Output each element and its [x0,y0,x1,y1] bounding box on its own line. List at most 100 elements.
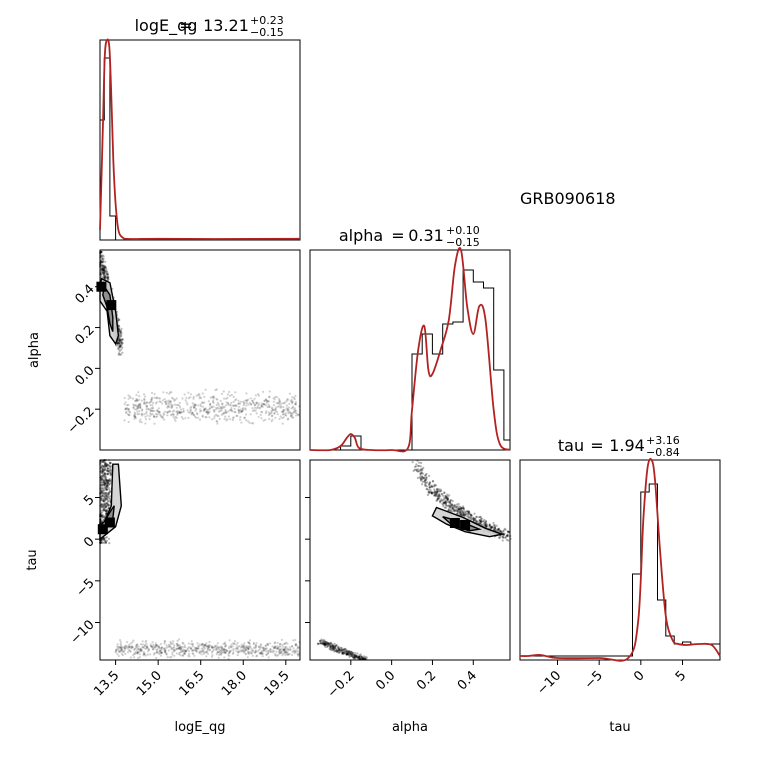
scatter-point [278,399,281,402]
scatter-point [228,404,231,407]
scatter-point [206,649,209,652]
scatter-point [201,401,204,404]
scatter-point [103,266,106,269]
scatter-point [183,393,186,396]
scatter-point [276,645,279,648]
scatter-point [278,417,281,421]
scatter-point [416,464,420,467]
scatter-points [316,459,512,661]
scatter-point [146,404,149,407]
scatter-point [206,408,209,412]
scatter-point [257,402,260,405]
scatter-point [100,264,104,267]
scatter-point [175,406,178,409]
scatter-point [138,650,141,653]
scatter-point [158,411,161,414]
scatter-point [103,269,106,272]
scatter-point [125,410,128,413]
scatter-point [267,403,270,406]
scatter-point [261,652,264,656]
scatter-point [117,654,120,658]
scatter-point [101,478,104,481]
scatter-point [174,419,177,422]
scatter-point [204,407,207,410]
scatter-point [105,494,108,497]
scatter-tau-vs-logE-qg: −10−505 13.5 15.0 16.5 18.0 19.5 tau logE_qg [25,458,301,735]
scatter-point [134,404,137,407]
scatter-point [221,407,224,410]
scatter-point [103,465,106,468]
scatter-point [225,649,228,652]
scatter-point [104,509,107,512]
scatter-point [103,274,106,277]
scatter-point [103,469,106,472]
scatter-point [212,401,215,404]
scatter-point [223,651,226,654]
scatter-point [437,497,440,500]
scatter-point [278,650,281,653]
scatter-point [178,411,181,414]
scatter-point [101,254,104,257]
scatter-point [155,409,158,412]
scatter-point [244,648,248,651]
scatter-point [102,257,105,260]
scatter-point [100,490,103,493]
scatter-point [215,397,218,401]
scatter-point [100,503,103,507]
scatter-point [193,415,197,418]
scatter-point [264,418,267,421]
scatter-point [100,539,103,542]
scatter-point [504,536,507,539]
scatter-point [286,651,289,654]
scatter-point [182,642,185,645]
scatter-point [141,643,144,646]
scatter-point [223,412,226,415]
scatter-point [488,523,492,527]
scatter-point [166,411,169,414]
scatter-point [495,524,498,527]
scatter-point [170,413,174,416]
scatter-point [117,342,120,345]
scatter-tau-vs-alpha: −0.2 0.0 0.2 0.4 alpha [305,459,512,735]
scatter-point [135,393,138,397]
scatter-point [133,417,136,420]
scatter-point [106,472,109,476]
scatter-point [102,468,105,471]
scatter-point [145,408,148,411]
scatter-point [104,463,107,466]
scatter-point [283,401,287,404]
scatter-point [267,400,270,403]
scatter-point [203,401,206,404]
scatter-point [173,399,176,402]
scatter-point [264,412,267,415]
scatter-point [121,351,124,354]
scatter-point [258,407,261,410]
scatter-point [151,406,154,409]
scatter-point [102,475,105,478]
panel-title-median: 0.31 [408,226,444,245]
scatter-point [220,409,223,412]
scatter-point [143,400,146,403]
scatter-point [109,466,112,469]
scatter-point [249,397,253,400]
scatter-point [206,648,210,651]
scatter-point [118,352,121,355]
density-peak [106,300,117,311]
scatter-point [175,652,178,655]
scatter-point [262,646,265,650]
scatter-point [126,407,129,410]
scatter-point [182,407,185,410]
scatter-point [279,415,282,418]
scatter-point [137,405,140,408]
scatter-point [108,479,111,482]
scatter-point [457,502,460,506]
scatter-point [213,409,216,412]
scatter-point [148,418,151,421]
scatter-point [107,464,111,468]
scatter-point [326,645,329,649]
scatter-point [257,404,260,407]
scatter-point [120,335,123,338]
scatter-point [281,643,284,646]
scatter-point [139,403,142,406]
scatter-point [101,483,104,486]
